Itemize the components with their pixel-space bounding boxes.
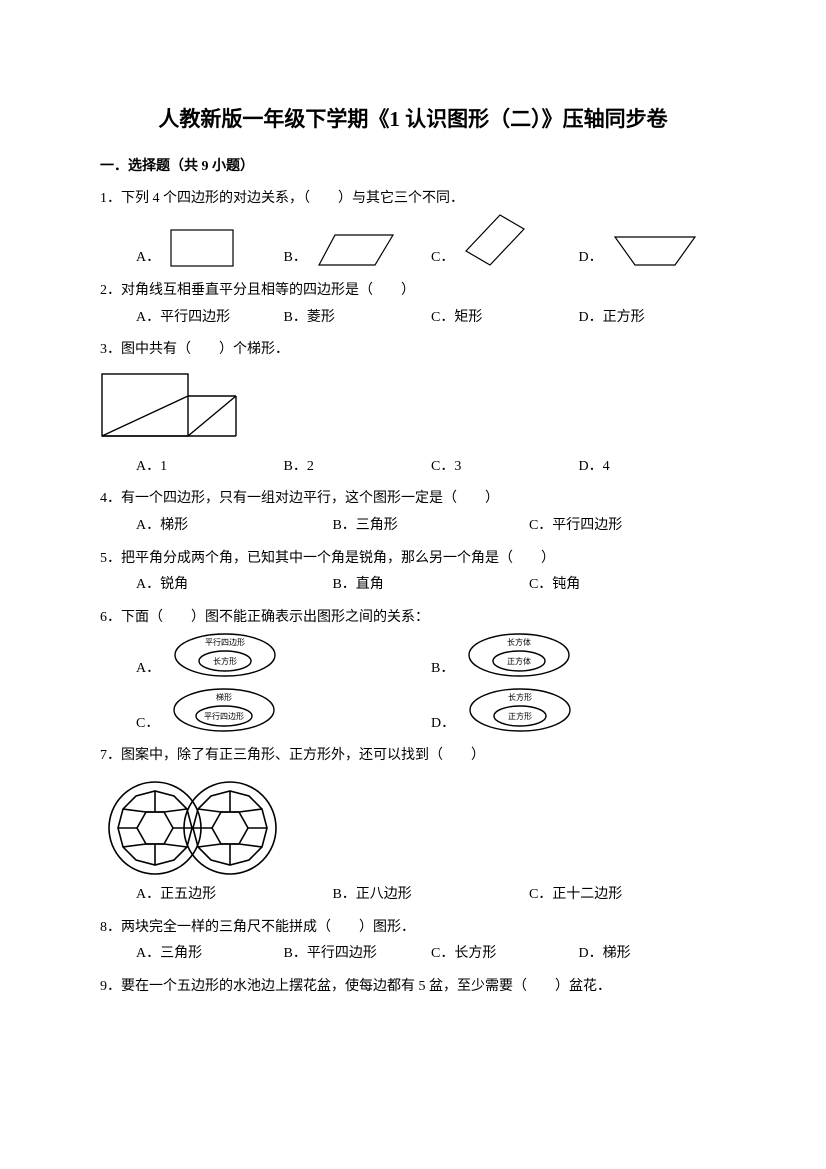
question-7: 7．图案中，除了有正三角形、正方形外，还可以找到（ ） [100, 743, 726, 908]
svg-text:正方形: 正方形 [508, 711, 532, 721]
q8-stem: 8．两块完全一样的三角尺不能拼成（ ）图形． [100, 915, 726, 942]
q8-opt-b[interactable]: B．平行四边形 [284, 941, 432, 968]
q8-opt-a[interactable]: A．三角形 [136, 941, 284, 968]
q3-options: A．1 B．2 C．3 D．4 [100, 454, 726, 481]
q7-opt-a[interactable]: A．正五边形 [136, 882, 332, 909]
q1-opt-c[interactable]: C． [431, 213, 579, 272]
svg-text:长方体: 长方体 [507, 637, 531, 647]
q5-opt-a[interactable]: A．锐角 [136, 572, 332, 599]
q6-opt-b[interactable]: B． 长方体 正方体 [431, 631, 726, 682]
q7-stem: 7．图案中，除了有正三角形、正方形外，还可以找到（ ） [100, 743, 726, 770]
q7-opt-c[interactable]: C．正十二边形 [529, 882, 725, 909]
svg-text:长方形: 长方形 [213, 656, 237, 666]
q8-opt-c[interactable]: C．长方形 [431, 941, 579, 968]
q7-options: A．正五边形 B．正八边形 C．正十二边形 [100, 882, 726, 909]
q1-opt-a[interactable]: A． [136, 213, 284, 272]
venn-c-icon: 梯形 平行四边形 [169, 686, 279, 734]
question-1: 1．下列 4 个四边形的对边关系，（ ）与其它三个不同． A． B． C． [100, 186, 726, 272]
worksheet-page: 人教新版一年级下学期《1 认识图形（二）》压轴同步卷 一．选择题（共 9 小题）… [0, 0, 826, 1169]
q9-stem: 9．要在一个五边形的水池边上摆花盆，使每边都有 5 盆，至少需要（ ）盆花． [100, 974, 726, 1001]
q8-opt-d[interactable]: D．梯形 [579, 941, 727, 968]
question-4: 4．有一个四边形，只有一组对边平行，这个图形一定是（ ） A．梯形 B．三角形 … [100, 486, 726, 539]
q5-opt-c[interactable]: C．钝角 [529, 572, 725, 599]
q8-options: A．三角形 B．平行四边形 C．长方形 D．梯形 [100, 941, 726, 968]
q1-stem: 1．下列 4 个四边形的对边关系，（ ）与其它三个不同． [100, 186, 726, 213]
rotated-rect-icon [464, 213, 528, 269]
venn-a-icon: 平行四边形 长方形 [170, 631, 280, 679]
q1-opt-d[interactable]: D． [579, 213, 727, 272]
q2-opt-d[interactable]: D．正方形 [579, 305, 727, 332]
question-8: 8．两块完全一样的三角尺不能拼成（ ）图形． A．三角形 B．平行四边形 C．长… [100, 915, 726, 968]
svg-text:平行四边形: 平行四边形 [204, 711, 244, 721]
venn-b-icon: 长方体 正方体 [464, 631, 574, 679]
q2-stem: 2．对角线互相垂直平分且相等的四边形是（ ） [100, 278, 726, 305]
q7-opt-b[interactable]: B．正八边形 [332, 882, 528, 909]
q4-options: A．梯形 B．三角形 C．平行四边形 [100, 513, 726, 540]
svg-text:长方形: 长方形 [508, 692, 532, 702]
q5-options: A．锐角 B．直角 C．钝角 [100, 572, 726, 599]
q4-opt-c[interactable]: C．平行四边形 [529, 513, 725, 540]
question-6: 6．下面（ ）图不能正确表示出图形之间的关系： A． 平行四边形 长方形 [100, 605, 726, 738]
q3-opt-b[interactable]: B．2 [284, 454, 432, 481]
q7-figure [100, 778, 726, 878]
q1-opt-b[interactable]: B． [284, 213, 432, 272]
q6-options: A． 平行四边形 长方形 B． [100, 631, 726, 737]
q1-options: A． B． C． D． [100, 213, 726, 272]
page-title: 人教新版一年级下学期《1 认识图形（二）》压轴同步卷 [100, 100, 726, 140]
question-5: 5．把平角分成两个角，已知其中一个角是锐角，那么另一个角是（ ） A．锐角 B．… [100, 546, 726, 599]
rectangle-icon [170, 229, 240, 269]
q2-opt-b[interactable]: B．菱形 [284, 305, 432, 332]
parallelogram-icon [317, 233, 397, 269]
svg-text:梯形: 梯形 [216, 692, 232, 702]
svg-text:平行四边形: 平行四边形 [205, 637, 245, 647]
q4-opt-b[interactable]: B．三角形 [332, 513, 528, 540]
q2-options: A．平行四边形 B．菱形 C．矩形 D．正方形 [100, 305, 726, 332]
q3-stem: 3．图中共有（ ）个梯形． [100, 337, 726, 364]
q2-opt-a[interactable]: A．平行四边形 [136, 305, 284, 332]
q5-opt-b[interactable]: B．直角 [332, 572, 528, 599]
q3-opt-d[interactable]: D．4 [579, 454, 727, 481]
q3-figure [100, 372, 726, 450]
q4-opt-a[interactable]: A．梯形 [136, 513, 332, 540]
q2-opt-c[interactable]: C．矩形 [431, 305, 579, 332]
question-3: 3．图中共有（ ）个梯形． A．1 B．2 C．3 D．4 [100, 337, 726, 480]
q6-opt-a[interactable]: A． 平行四边形 长方形 [136, 631, 431, 682]
q6-opt-d[interactable]: D． 长方形 正方形 [431, 686, 726, 737]
q6-opt-c[interactable]: C． 梯形 平行四边形 [136, 686, 431, 737]
question-2: 2．对角线互相垂直平分且相等的四边形是（ ） A．平行四边形 B．菱形 C．矩形… [100, 278, 726, 331]
trapezoid-icon [613, 235, 699, 269]
section-header: 一．选择题（共 9 小题） [100, 154, 726, 181]
q3-opt-a[interactable]: A．1 [136, 454, 284, 481]
q5-stem: 5．把平角分成两个角，已知其中一个角是锐角，那么另一个角是（ ） [100, 546, 726, 573]
svg-text:正方体: 正方体 [507, 656, 531, 666]
question-9: 9．要在一个五边形的水池边上摆花盆，使每边都有 5 盆，至少需要（ ）盆花． [100, 974, 726, 1001]
q4-stem: 4．有一个四边形，只有一组对边平行，这个图形一定是（ ） [100, 486, 726, 513]
venn-d-icon: 长方形 正方形 [465, 686, 575, 734]
q6-stem: 6．下面（ ）图不能正确表示出图形之间的关系： [100, 605, 726, 632]
q3-opt-c[interactable]: C．3 [431, 454, 579, 481]
